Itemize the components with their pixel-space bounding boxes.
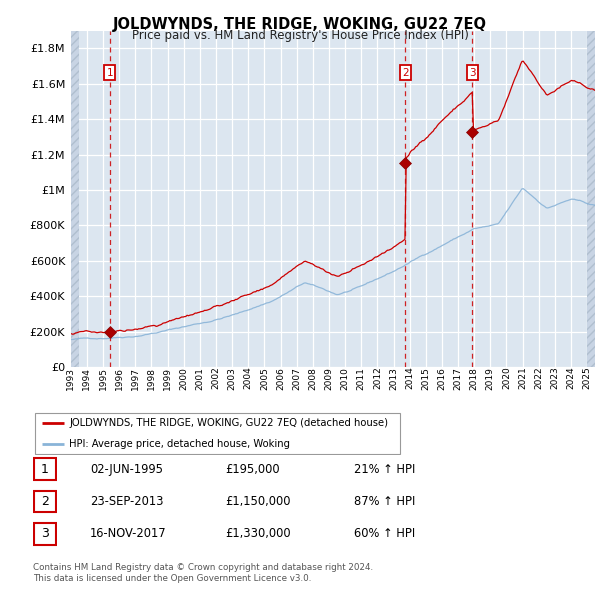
- Text: 2014: 2014: [405, 366, 414, 389]
- Text: 1: 1: [107, 68, 113, 78]
- Text: 21% ↑ HPI: 21% ↑ HPI: [354, 463, 415, 476]
- Text: Contains HM Land Registry data © Crown copyright and database right 2024.: Contains HM Land Registry data © Crown c…: [33, 563, 373, 572]
- Bar: [587, 31, 595, 367]
- Text: 3: 3: [41, 527, 49, 540]
- Text: 2011: 2011: [357, 366, 366, 389]
- Text: 2006: 2006: [276, 366, 285, 389]
- FancyBboxPatch shape: [34, 523, 56, 545]
- Text: £1,330,000: £1,330,000: [225, 527, 290, 540]
- Text: 02-JUN-1995: 02-JUN-1995: [90, 463, 163, 476]
- Text: JOLDWYNDS, THE RIDGE, WOKING, GU22 7EQ (detached house): JOLDWYNDS, THE RIDGE, WOKING, GU22 7EQ (…: [69, 418, 388, 428]
- FancyBboxPatch shape: [35, 413, 400, 454]
- Text: 2024: 2024: [566, 366, 575, 389]
- Text: 2015: 2015: [421, 366, 430, 389]
- Bar: [71, 31, 79, 367]
- Text: 2022: 2022: [534, 366, 543, 389]
- Text: 2003: 2003: [227, 366, 236, 389]
- Text: 1996: 1996: [115, 366, 124, 389]
- Bar: [71, 31, 79, 367]
- Text: 87% ↑ HPI: 87% ↑ HPI: [354, 495, 415, 508]
- Text: 1997: 1997: [131, 366, 140, 389]
- FancyBboxPatch shape: [34, 491, 56, 512]
- Text: 2007: 2007: [292, 366, 301, 389]
- Text: 2004: 2004: [244, 366, 253, 389]
- Text: 2025: 2025: [583, 366, 592, 389]
- Text: 2005: 2005: [260, 366, 269, 389]
- Text: 3: 3: [469, 68, 476, 78]
- Text: 2002: 2002: [212, 366, 221, 389]
- Text: 2010: 2010: [341, 366, 350, 389]
- Text: £1,150,000: £1,150,000: [225, 495, 290, 508]
- Text: JOLDWYNDS, THE RIDGE, WOKING, GU22 7EQ: JOLDWYNDS, THE RIDGE, WOKING, GU22 7EQ: [113, 17, 487, 31]
- Text: £195,000: £195,000: [225, 463, 280, 476]
- Text: 23-SEP-2013: 23-SEP-2013: [90, 495, 163, 508]
- Text: 60% ↑ HPI: 60% ↑ HPI: [354, 527, 415, 540]
- Text: This data is licensed under the Open Government Licence v3.0.: This data is licensed under the Open Gov…: [33, 574, 311, 583]
- Text: 2008: 2008: [308, 366, 317, 389]
- Text: 1994: 1994: [82, 366, 91, 389]
- Text: 2: 2: [402, 68, 409, 78]
- Text: 2017: 2017: [454, 366, 463, 389]
- Text: 1995: 1995: [98, 366, 107, 389]
- Text: 2019: 2019: [486, 366, 495, 389]
- Text: 2013: 2013: [389, 366, 398, 389]
- FancyBboxPatch shape: [34, 458, 56, 480]
- Bar: [587, 31, 595, 367]
- Text: 2020: 2020: [502, 366, 511, 389]
- Text: 2: 2: [41, 495, 49, 508]
- Text: 1993: 1993: [66, 366, 75, 389]
- Text: 16-NOV-2017: 16-NOV-2017: [90, 527, 167, 540]
- Text: Price paid vs. HM Land Registry's House Price Index (HPI): Price paid vs. HM Land Registry's House …: [131, 30, 469, 42]
- Text: 2016: 2016: [437, 366, 446, 389]
- Text: HPI: Average price, detached house, Woking: HPI: Average price, detached house, Woki…: [69, 439, 290, 449]
- Text: 2000: 2000: [179, 366, 188, 389]
- Text: 1: 1: [41, 463, 49, 476]
- Text: 2012: 2012: [373, 366, 382, 389]
- Text: 2018: 2018: [470, 366, 479, 389]
- Text: 2009: 2009: [325, 366, 334, 389]
- Text: 1999: 1999: [163, 366, 172, 389]
- Text: 2023: 2023: [550, 366, 559, 389]
- Text: 2001: 2001: [196, 366, 205, 389]
- Text: 1998: 1998: [147, 366, 156, 389]
- Text: 2021: 2021: [518, 366, 527, 389]
